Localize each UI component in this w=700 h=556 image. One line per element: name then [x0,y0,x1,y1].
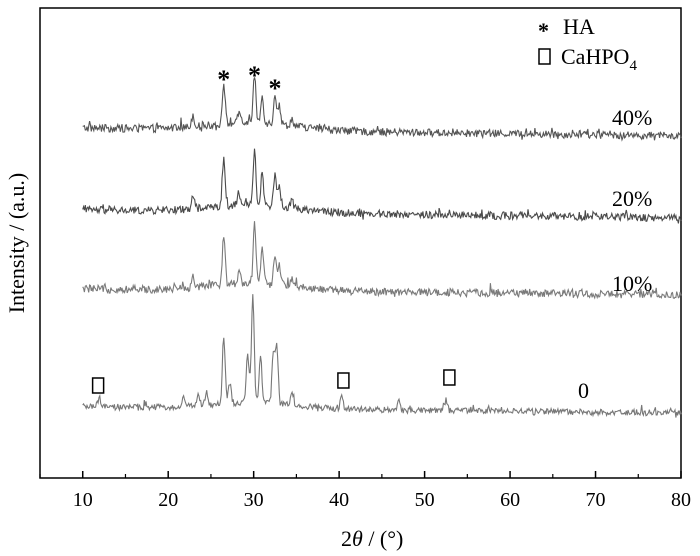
legend-cahpo4-symbol [538,48,551,65]
series-label-0: 0 [578,378,589,403]
x-tick-label-60: 60 [500,489,520,511]
x-tick-label-50: 50 [415,489,435,511]
peak-markers: * * * [91,61,456,394]
ha-peak-marker: * [248,61,261,90]
x-tick-labels: 10 20 30 40 50 60 70 80 [73,489,691,511]
series-label-40%: 40% [612,105,652,130]
trace-40% [82,77,682,142]
legend-ha-label: HA [563,14,595,39]
cahpo4-peak-marker [91,377,105,394]
legend-cahpo4-subscript: 4 [629,58,637,74]
cahpo4-peak-marker [337,372,350,389]
legend-ha-symbol: * [538,18,549,43]
trace-10% [82,221,682,300]
x-axis-title-part-1: 2 [341,526,352,551]
ha-peak-marker: * [217,65,230,94]
x-axis-ticks [39,471,682,478]
x-tick-label-30: 30 [244,489,264,511]
legend-cahpo4-label: CaHPO4 [561,44,637,74]
legend: * HA CaHPO4 [538,14,637,74]
x-axis-title-part-3: / (°) [363,526,404,551]
legend-cahpo4-text: CaHPO [561,44,629,69]
series-labels: 40% 20% 10% 0 [578,105,652,403]
trace-0 [82,294,682,418]
series-label-20%: 20% [612,186,652,211]
x-axis-title: 2θ / (°) [341,526,403,551]
series-label-10%: 10% [612,271,652,296]
pattern-traces [82,77,682,418]
ha-peak-marker: * [269,74,282,103]
x-tick-label-20: 20 [158,489,178,511]
x-axis-title-theta: θ [352,526,363,551]
cahpo4-peak-marker [443,369,456,386]
x-tick-label-10: 10 [73,489,93,511]
x-tick-label-40: 40 [329,489,349,511]
plot-frame [39,7,682,479]
x-tick-label-80: 80 [671,489,691,511]
trace-20% [82,148,682,224]
x-tick-label-70: 70 [586,489,606,511]
y-axis-title: Intensity / (a.u.) [4,173,29,314]
